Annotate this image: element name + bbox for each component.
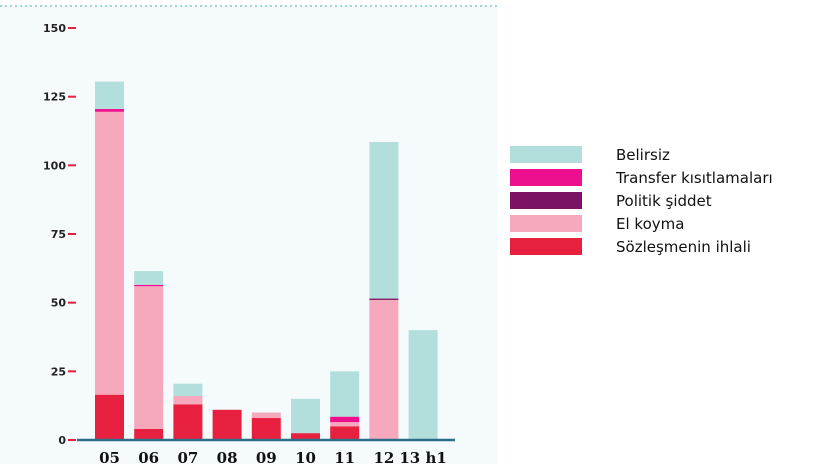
legend-swatch — [510, 146, 582, 163]
x-category-label: 11 — [334, 449, 355, 467]
x-category-label: 06 — [138, 449, 159, 467]
bar-segment — [173, 404, 203, 440]
legend-item: Belirsiz — [510, 143, 773, 166]
x-category-label: 09 — [256, 449, 277, 467]
bar-segment — [134, 286, 164, 430]
bar-segment — [369, 298, 399, 300]
legend-label: Sözleşmenin ihlali — [616, 237, 751, 256]
bar-segment — [369, 141, 399, 299]
y-tick-label: 150 — [43, 22, 66, 35]
chart-legend: Belirsiz Transfer kısıtlamaları Politik şi… — [510, 143, 773, 258]
bar-segment — [291, 398, 320, 434]
x-category-label: 05 — [99, 449, 120, 467]
bar-segment — [330, 422, 360, 427]
legend-label: El koyma — [616, 214, 685, 233]
bar-segment — [95, 81, 124, 110]
legend-label: Transfer kısıtlamaları — [616, 168, 773, 187]
bar-segment — [251, 418, 281, 440]
x-category-label: 08 — [217, 449, 238, 467]
bar-segment — [330, 371, 360, 417]
bar-segment — [330, 426, 360, 440]
y-tick-label: 100 — [43, 159, 66, 172]
legend-swatch — [510, 169, 582, 186]
y-tick-label: 75 — [51, 228, 66, 241]
bar-segment — [134, 284, 164, 287]
bar-segment — [134, 271, 164, 285]
bar-segment — [291, 433, 320, 440]
legend-item: El koyma — [510, 212, 773, 235]
y-tick-label: 125 — [43, 91, 66, 104]
y-tick-label: 25 — [51, 365, 66, 378]
x-category-label: 13 h1 — [399, 449, 446, 467]
legend-label: Politik şiddet — [616, 191, 712, 210]
x-category-label: 10 — [295, 449, 316, 467]
bar-segment — [95, 111, 124, 395]
x-category-label: 07 — [177, 449, 198, 467]
bar-segment — [408, 330, 438, 440]
bar-segment — [95, 109, 124, 112]
legend-swatch — [510, 215, 582, 232]
bar-segment — [369, 299, 399, 440]
legend-item: Sözleşmenin ihlali — [510, 235, 773, 258]
legend-label: Belirsiz — [616, 145, 670, 164]
bar-segment — [134, 429, 164, 440]
bar-segment — [330, 416, 360, 423]
x-category-label: 12 — [373, 449, 394, 467]
bar-segment — [212, 409, 242, 440]
bar-segment — [173, 383, 203, 397]
y-tick-label: 50 — [51, 297, 67, 310]
legend-item: Politik şiddet — [510, 189, 773, 212]
bar-segment — [95, 394, 124, 440]
legend-swatch — [510, 238, 582, 255]
y-tick-label: 0 — [58, 434, 66, 447]
bar-segment — [251, 412, 281, 419]
bar-segment — [173, 396, 203, 405]
legend-swatch — [510, 192, 582, 209]
legend-item: Transfer kısıtlamaları — [510, 166, 773, 189]
